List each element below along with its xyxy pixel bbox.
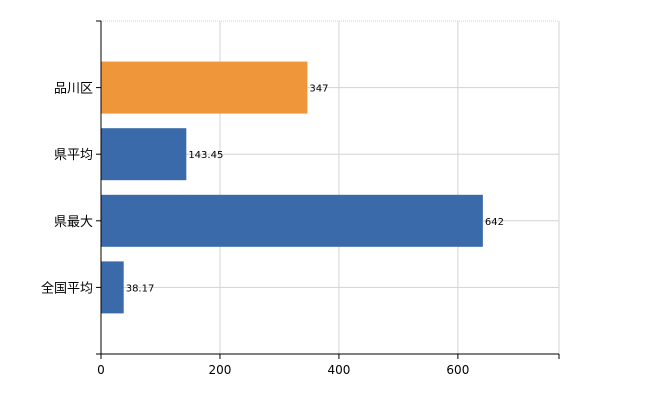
x-tick-label: 200: [209, 363, 232, 377]
bar: [101, 128, 187, 181]
bars: [101, 61, 483, 314]
bar: [101, 261, 124, 314]
data-label: 642: [485, 217, 504, 228]
data-label: 143.45: [188, 150, 223, 161]
category-label: 全国平均: [41, 280, 93, 296]
category-label: 品川区: [54, 82, 93, 97]
category-label: 県最大: [54, 215, 93, 230]
bar: [101, 194, 483, 247]
axes: [96, 20, 560, 359]
data-label: 347: [309, 84, 328, 95]
x-tick-label: 400: [327, 363, 350, 377]
x-tick-label: 0: [97, 363, 105, 377]
data-label: 38.17: [126, 283, 155, 294]
category-label: 県平均: [54, 148, 93, 163]
x-tick-label: 600: [446, 363, 469, 377]
bar: [101, 61, 308, 114]
